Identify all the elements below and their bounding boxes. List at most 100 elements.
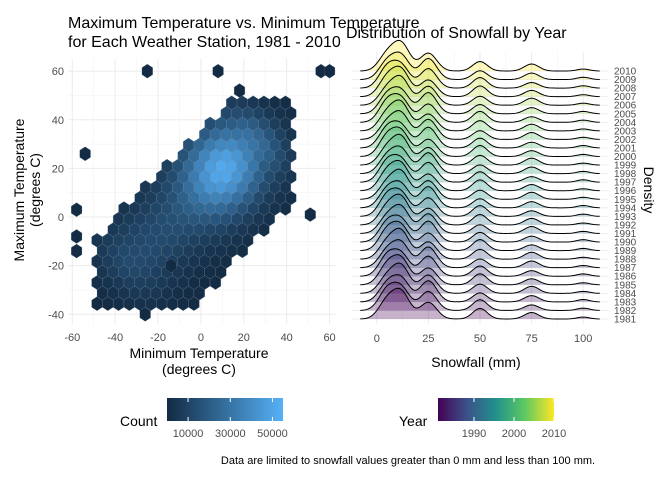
ridge-fill-1997 [360,154,600,183]
hexbin-outlier-cell [71,243,83,259]
ridge-line-2001 [360,120,600,149]
ridge-line-2005 [360,86,600,115]
ridge-line-1998 [360,145,600,175]
ridge-line-1992 [360,193,600,226]
year-legend-ticks: 1990 2000 2010 [462,398,566,440]
hexbin-x-axis-sublabel: (degrees C) [162,361,236,377]
ridgeline-year-label: 1992 [614,220,637,231]
ridge-fill-2007 [360,66,600,97]
ridgeline-year-label: 2007 [614,92,637,103]
ridge-line-1994 [360,180,600,209]
hexbin-y-tick-label: 20 [52,163,64,175]
hexbin-outlier-cell [141,63,153,79]
ridge-line-1997 [360,153,600,183]
hexbin-outlier-cell [71,202,83,217]
ridgeline-year-label: 1999 [614,161,637,172]
ridge-fill-2003 [360,99,600,131]
year-legend-tick-label: 2000 [502,428,526,440]
hexbin-x-ticks: -60 -40 -20 0 20 40 60 [64,332,335,344]
hexbin-x-axis-label: Minimum Temperature [129,345,268,361]
ridge-line-1996 [360,159,600,192]
ridge-fill-2005 [360,86,600,114]
ridge-line-2008 [360,59,600,89]
ridge-fill-2009 [360,51,600,80]
hexbin-x-tick-label: -20 [150,332,166,344]
ridgeline-year-label: 1993 [614,212,637,223]
ridge-line-1987 [360,239,600,269]
hexbin-x-tick-label: -40 [107,332,123,344]
hexbin-x-tick-label: 40 [281,332,293,344]
ridge-fill-1994 [360,180,600,208]
ridge-fill-2000 [360,126,600,157]
ridge-fill-1981 [360,288,600,319]
hexbin-y-tick-label: -20 [48,261,64,273]
hexbin-y-axis-sublabel: (degrees C) [27,153,43,227]
ridgeline-year-label: 1983 [614,297,637,308]
ridge-fill-1996 [360,160,600,191]
ridge-fill-1999 [360,134,600,166]
ridgeline-year-label: 2010 [614,67,637,78]
ridgeline-year-label: 1990 [614,238,637,249]
ridge-fill-2002 [360,110,600,140]
ridge-line-1983 [360,274,600,303]
ridge-fill-1991 [360,204,600,234]
year-legend-tick-label: 1990 [462,428,486,440]
ridgeline-x-tick-label: 0 [374,333,380,345]
ridge-line-2002 [360,110,600,140]
year-legend: Year 1990 2000 2010 [399,398,566,440]
hexbin-outlier-cell [304,207,316,222]
hexbin-chart: Maximum Temperature vs. Minimum Temperat… [11,15,420,440]
ridge-line-1990 [360,214,600,243]
ridgeline-year-label: 1982 [614,306,637,317]
ridge-fill-1992 [360,194,600,225]
hexbin-outlier-cell [165,258,177,273]
ridgeline-year-label: 2006 [614,101,637,112]
ridgeline-chart: Distribution of Snowfall by Year 1981198… [346,25,657,440]
ridge-fill-1993 [360,187,600,217]
ridge-line-1985 [360,254,600,286]
hexbin-cell [279,95,291,110]
caption: Data are limited to snowfall values grea… [221,455,595,467]
ridgeline-year-label: 1995 [614,195,637,206]
ridgeline-year-label: 2009 [614,75,637,86]
ridgeline-year-label: 1991 [614,229,637,240]
hexbin-outlier-cell [212,63,224,79]
ridge-fill-2001 [360,120,600,148]
hexbin-y-ticks: -40 -20 0 20 40 60 [48,66,64,321]
year-colorbar [438,398,554,421]
ridge-line-2010 [360,39,600,72]
ridge-line-2007 [360,65,600,98]
ridgeline-x-tick-label: 50 [474,333,486,345]
ridge-line-1988 [360,227,600,260]
hexbin-outlier-cell [79,146,91,162]
count-legend-tick-label: 50000 [257,428,288,440]
year-legend-tick-label: 2010 [542,428,566,440]
ridgeline-year-label: 2005 [614,109,637,120]
hexbin-outlier-cell [71,229,83,244]
count-legend-tick-label: 30000 [215,428,246,440]
ridgeline-year-label: 1988 [614,255,637,266]
ridgeline-x-tick-label: 100 [574,333,592,345]
ridgeline-year-label: 1998 [614,169,637,180]
count-legend-tick-label: 10000 [173,428,204,440]
hexbin-x-tick-label: 0 [198,332,204,344]
hexbin-y-axis-label: Maximum Temperature [11,118,27,261]
hexbin-y-tick-label: 60 [52,66,64,78]
ridgeline-year-label: 1996 [614,186,637,197]
ridge-line-1995 [360,168,600,200]
ridge-line-2000 [360,126,600,158]
ridgeline-x-tick-label: 25 [422,333,434,345]
ridge-line-1999 [360,133,600,166]
ridgeline-ridges [360,39,600,320]
hexbin-outlier-cell [234,83,246,98]
ridgeline-y-axis-label: Density [641,167,657,214]
ridgeline-year-label: 2003 [614,126,637,137]
hexbin-y-tick-label: 0 [58,212,64,224]
hexbin-x-tick-label: -60 [64,332,80,344]
ridge-line-1984 [360,262,600,294]
ridge-fill-2008 [360,60,600,89]
ridgeline-x-tick-label: 75 [525,333,537,345]
ridge-fill-1983 [360,274,600,302]
ridgeline-x-ticks: 0 25 50 75 100 [374,333,593,345]
